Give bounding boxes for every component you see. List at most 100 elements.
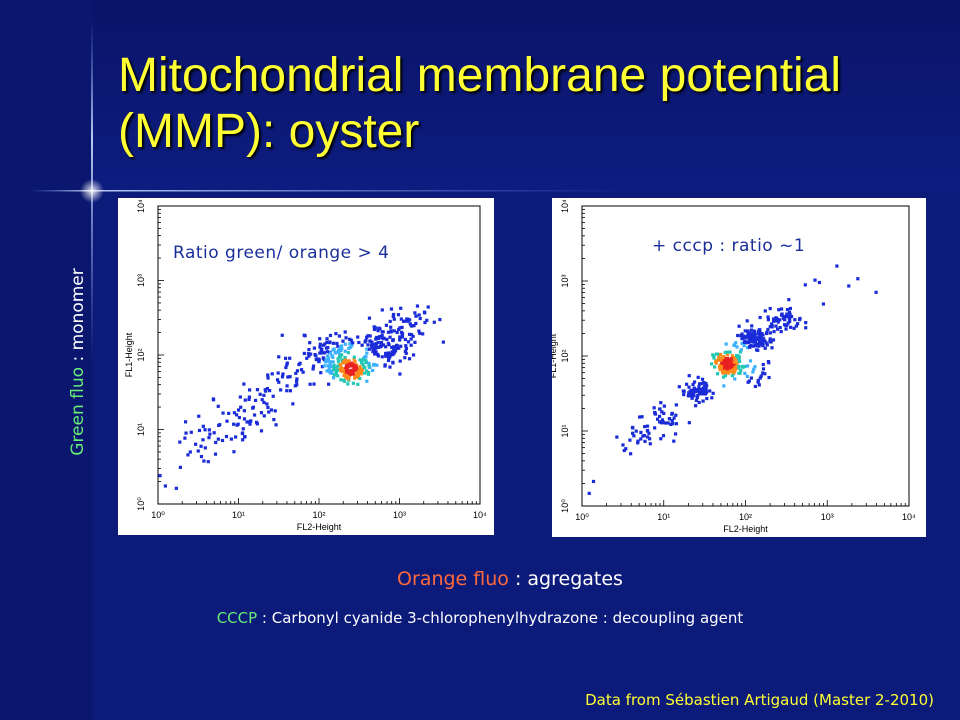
data-point: [743, 329, 747, 333]
data-point: [247, 397, 251, 402]
data-point: [746, 329, 750, 333]
data-point: [325, 369, 329, 373]
data-point: [692, 386, 696, 390]
data-point: [766, 318, 771, 322]
data-point: [735, 353, 739, 358]
data-point: [387, 351, 391, 355]
plot-2-annotation: + cccp : ratio ~1: [652, 236, 806, 256]
data-point: [243, 434, 247, 439]
data-point: [710, 362, 714, 366]
data-point: [761, 371, 765, 375]
data-point: [758, 376, 762, 380]
data-point: [199, 454, 204, 459]
data-point: [768, 340, 772, 344]
data-point: [687, 385, 691, 389]
data-point: [338, 346, 342, 350]
data-point: [740, 341, 744, 345]
data-point: [275, 378, 280, 382]
data-point: [295, 369, 300, 373]
data-point: [322, 364, 326, 368]
data-point: [398, 335, 402, 339]
data-point: [785, 307, 790, 312]
x-tick-label: 10⁴: [473, 510, 487, 520]
data-point: [308, 341, 312, 345]
data-point: [338, 355, 342, 359]
data-point: [357, 340, 361, 345]
data-point: [336, 350, 341, 354]
data-point: [309, 352, 313, 356]
data-point: [418, 316, 422, 321]
data-point: [400, 325, 404, 329]
data-point: [782, 318, 787, 322]
data-point: [856, 277, 860, 281]
data-point: [395, 330, 399, 335]
data-point: [408, 318, 412, 322]
data-point: [273, 409, 277, 413]
data-point: [421, 332, 425, 336]
data-point: [398, 372, 402, 376]
data-point: [660, 418, 665, 422]
y-tick-label: 10²: [560, 349, 570, 362]
data-point: [636, 441, 640, 445]
data-point: [407, 357, 412, 361]
data-point: [343, 342, 347, 346]
data-point: [412, 324, 416, 328]
data-point: [409, 324, 413, 328]
x-tick-label: 10¹: [232, 510, 245, 520]
data-point: [392, 317, 396, 321]
data-point: [350, 361, 354, 365]
y-tick-label: 10³: [136, 274, 146, 287]
data-point: [742, 334, 746, 338]
data-point: [266, 373, 270, 377]
data-point: [643, 439, 647, 443]
data-point: [268, 389, 272, 393]
data-point: [346, 382, 350, 386]
data-point: [212, 431, 216, 435]
data-point: [365, 335, 369, 339]
data-point: [696, 393, 700, 398]
data-point: [239, 405, 243, 409]
data-point: [703, 392, 708, 396]
data-point: [661, 434, 666, 438]
data-point: [409, 337, 413, 341]
data-point: [299, 368, 304, 372]
data-point: [738, 359, 742, 363]
data-point: [413, 340, 417, 344]
data-point: [279, 388, 283, 392]
data-point: [719, 364, 724, 369]
data-point: [774, 316, 779, 321]
data-point: [398, 326, 402, 330]
data-point: [777, 308, 781, 312]
data-point: [658, 407, 662, 411]
data-point: [375, 335, 379, 340]
data-point: [704, 388, 708, 392]
data-point: [339, 348, 343, 353]
data-point: [375, 363, 379, 367]
data-point: [372, 327, 377, 332]
data-point: [324, 358, 328, 362]
data-point: [723, 373, 728, 378]
data-point: [724, 356, 728, 361]
data-point: [376, 329, 380, 333]
data-point: [758, 338, 762, 343]
data-point: [324, 360, 328, 364]
data-point: [756, 331, 760, 335]
data-point: [748, 345, 752, 349]
data-point: [262, 393, 266, 397]
data-point: [216, 437, 220, 441]
data-point: [389, 325, 393, 329]
data-point: [358, 365, 362, 369]
data-point: [318, 337, 322, 341]
data-point: [645, 429, 650, 433]
data-point: [798, 316, 802, 321]
data-point: [770, 346, 774, 350]
data-point: [348, 342, 352, 346]
data-point: [277, 355, 281, 359]
data-point: [281, 372, 285, 376]
data-point: [694, 404, 698, 408]
data-point: [341, 360, 346, 364]
data-point: [637, 415, 642, 419]
data-point: [217, 423, 221, 428]
data-point: [417, 329, 421, 333]
data-point: [248, 422, 252, 426]
